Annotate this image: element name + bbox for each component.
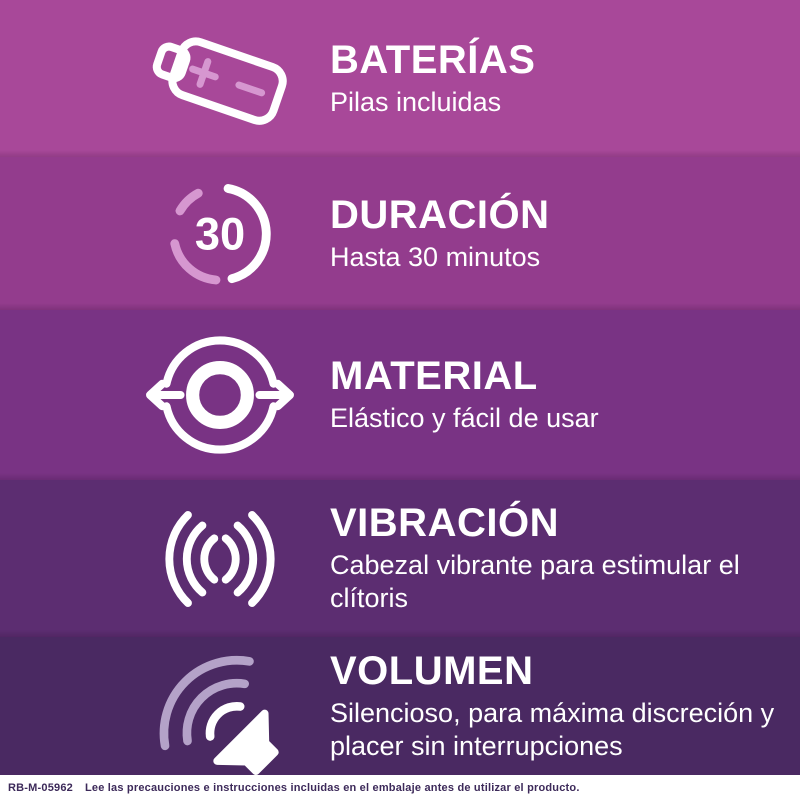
section-title: DURACIÓN [330, 192, 550, 237]
section-title: MATERIAL [330, 354, 538, 399]
timer-30-icon: 30 [140, 175, 300, 293]
speaker-volume-icon [159, 655, 279, 776]
speaker-volume-icon [134, 634, 294, 778]
section-baterias: BATERÍAS Pilas incluidas [0, 0, 800, 157]
section-vibracion: VIBRACIÓN Cabezal vibrante para estimula… [0, 480, 800, 637]
timer-30-label: 30 [195, 208, 245, 259]
vibration-waves-icon [165, 510, 275, 607]
stretch-arrows-icon [140, 328, 300, 462]
section-subtitle: Hasta 30 minutos [330, 241, 541, 272]
vibration-waves-icon [140, 503, 300, 615]
battery-icon [152, 36, 287, 125]
section-subtitle: Cabezal vibrante para estimular el clíto… [330, 550, 740, 613]
section-title: VOLUMEN [330, 648, 534, 693]
footer-disclaimer: RB-M-05962 Lee las precauciones e instru… [0, 775, 800, 800]
timer-30-icon: 30 [170, 183, 271, 284]
section-material: MATERIAL Elástico y fácil de usar [0, 310, 800, 480]
stretch-arrows-icon [146, 336, 294, 454]
section-title: VIBRACIÓN [330, 501, 559, 546]
section-subtitle: Elástico y fácil de usar [330, 403, 599, 434]
section-title: BATERÍAS [330, 37, 536, 82]
product-code: RB-M-05962 [8, 781, 73, 794]
battery-icon [140, 21, 300, 136]
section-volumen: VOLUMEN Silencioso, para máxima discreci… [0, 634, 800, 778]
disclaimer-text: Lee las precauciones e instrucciones inc… [84, 781, 580, 794]
section-subtitle: Pilas incluidas [330, 86, 502, 117]
section-duracion: 30 DURACIÓN Hasta 30 minutos [0, 157, 800, 310]
section-subtitle: Silencioso, para máxima discreción y pla… [330, 697, 775, 761]
